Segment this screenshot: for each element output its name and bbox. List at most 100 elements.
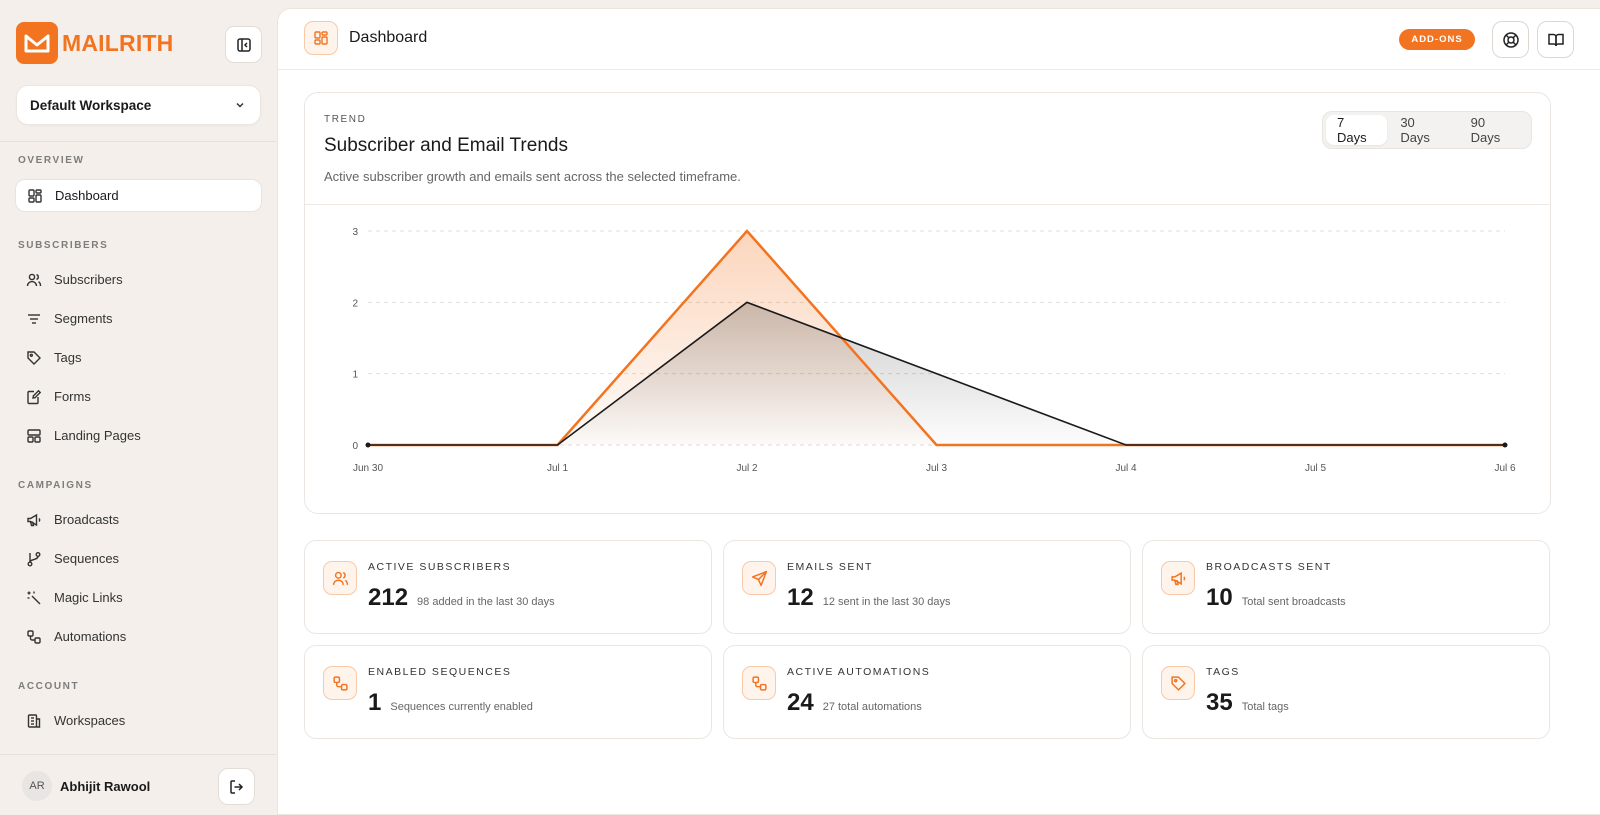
sidebar-item-landing-pages[interactable]: Landing Pages [15, 419, 262, 452]
sidebar-item-label: Magic Links [54, 590, 123, 605]
section-label-account: ACCOUNT [18, 681, 80, 692]
x-tick-label: Jul 2 [736, 463, 758, 474]
sidebar-item-label: Workspaces [54, 713, 126, 728]
stat-card-emails-sent: EMAILS SENT 12 12 sent in the last 30 da… [723, 540, 1131, 634]
y-tick-label: 3 [352, 227, 358, 238]
stat-label: ACTIVE SUBSCRIBERS [368, 561, 512, 573]
tab-30-days[interactable]: 30 Days [1400, 115, 1430, 145]
section-label-overview: OVERVIEW [18, 155, 85, 166]
sidebar-item-dashboard[interactable]: Dashboard [15, 179, 262, 212]
filter-icon [28, 313, 40, 324]
sidebar-item-broadcasts[interactable]: Broadcasts [15, 503, 262, 536]
sidebar-divider [0, 754, 276, 755]
page-title: Dashboard [349, 29, 428, 46]
sidebar-item-label: Tags [54, 350, 82, 365]
trend-divider [305, 204, 1550, 205]
user-name: Abhijit Rawool [60, 778, 151, 794]
tab-7-days[interactable]: 7 Days [1326, 115, 1388, 145]
stat-value: 10 [1206, 584, 1233, 611]
user-profile[interactable]: AR Abhijit Rawool [22, 770, 150, 802]
trend-title: Subscriber and Email Trends [324, 135, 568, 156]
dashboard-icon [304, 21, 338, 55]
docs-button[interactable] [1537, 21, 1574, 58]
collapse-sidebar-button[interactable] [225, 26, 262, 63]
sidebar-item-segments[interactable]: Segments [15, 302, 262, 335]
sidebar-item-magic-links[interactable]: Magic Links [15, 581, 262, 614]
timeframe-tabs: 7 Days 30 Days 90 Days [1322, 111, 1532, 149]
sidebar-item-label: Subscribers [54, 272, 123, 287]
stat-value-row: 24 27 total automations [787, 689, 922, 717]
trend-eyebrow: TREND [324, 114, 367, 125]
stat-note: Sequences currently enabled [390, 701, 533, 713]
sidebar-item-label: Segments [54, 311, 113, 326]
brand[interactable]: MAILRITH [16, 22, 173, 64]
sidebar: MAILRITH Default Workspace OVERVIEW Dash… [0, 0, 276, 815]
tag-icon [1161, 666, 1195, 700]
workflow-icon [27, 629, 41, 644]
stat-note: Total sent broadcasts [1241, 596, 1346, 608]
x-tick-label: Jul 5 [1305, 463, 1327, 474]
series-point [365, 442, 371, 448]
stat-note: Total tags [1241, 701, 1289, 713]
chevron-down-icon [236, 102, 244, 108]
stat-label: TAGS [1206, 666, 1240, 678]
x-tick-label: Jul 1 [547, 463, 569, 474]
stat-value-row: 12 12 sent in the last 30 days [787, 584, 951, 612]
trend-subtitle: Active subscriber growth and emails sent… [324, 169, 741, 184]
users-icon [323, 561, 357, 595]
stat-value-row: 212 98 added in the last 30 days [368, 584, 555, 612]
magic-wand-icon [27, 591, 41, 604]
stat-label: EMAILS SENT [787, 561, 873, 573]
workspace-select[interactable]: Default Workspace [16, 85, 261, 125]
x-tick-label: Jun 30 [353, 463, 383, 474]
support-button[interactable] [1492, 21, 1529, 58]
stat-card-broadcasts-sent: BROADCASTS SENT 10 Total sent broadcasts [1142, 540, 1550, 634]
logout-button[interactable] [218, 768, 255, 805]
dashboard-icon [28, 188, 42, 203]
megaphone-icon [27, 513, 41, 526]
sidebar-item-forms[interactable]: Forms [15, 380, 262, 413]
y-tick-label: 2 [352, 298, 358, 309]
main-panel: Dashboard ADD-ONS TREND Subscriber and E… [277, 8, 1600, 815]
stat-value: 212 [368, 584, 409, 611]
stat-label: ENABLED SEQUENCES [368, 666, 512, 678]
x-tick-label: Jul 3 [926, 463, 948, 474]
sidebar-item-sequences[interactable]: Sequences [15, 542, 262, 575]
stat-note: 27 total automations [822, 701, 922, 713]
sidebar-item-tags[interactable]: Tags [15, 341, 262, 374]
workflow-icon [323, 666, 357, 700]
stat-value-row: 10 Total sent broadcasts [1206, 584, 1346, 612]
series-point [1502, 442, 1508, 448]
megaphone-icon [1161, 561, 1195, 595]
building-icon [27, 713, 41, 728]
stat-value: 24 [787, 689, 814, 716]
y-tick-label: 0 [352, 441, 358, 452]
sidebar-item-label: Landing Pages [54, 428, 141, 443]
tag-icon [27, 350, 41, 365]
sidebar-collapse-icon [236, 37, 251, 52]
x-tick-label: Jul 4 [1115, 463, 1137, 474]
sidebar-item-label: Sequences [54, 551, 120, 566]
book-open-icon [1547, 33, 1564, 46]
workflow-icon [742, 666, 776, 700]
trend-chart: 0 1 2 3 Jun 30 Jul 1 Jul 2 Jul 3 Jul 4 Jul 5 Jul 6 [352, 227, 1516, 474]
stat-card-tags: TAGS 35 Total tags [1142, 645, 1550, 739]
section-label-campaigns: CAMPAIGNS [18, 480, 93, 491]
layout-icon [27, 428, 41, 443]
sidebar-item-subscribers[interactable]: Subscribers [15, 263, 262, 296]
stat-label: ACTIVE AUTOMATIONS [787, 666, 931, 678]
logout-icon [229, 779, 243, 794]
add-ons-button[interactable]: ADD-ONS [1399, 29, 1475, 50]
form-icon [27, 389, 42, 404]
topbar: Dashboard ADD-ONS [278, 9, 1600, 70]
stat-value-row: 1 Sequences currently enabled [368, 689, 533, 717]
stat-note: 98 added in the last 30 days [417, 596, 555, 608]
section-label-subscribers: SUBSCRIBERS [18, 240, 109, 251]
stat-value: 1 [368, 689, 382, 716]
tab-90-days[interactable]: 90 Days [1470, 115, 1501, 145]
stat-card-enabled-sequences: ENABLED SEQUENCES 1 Sequences currently … [304, 645, 712, 739]
sidebar-item-label: Forms [54, 389, 91, 404]
sidebar-item-workspaces[interactable]: Workspaces [15, 704, 262, 737]
sidebar-item-automations[interactable]: Automations [15, 620, 262, 653]
sidebar-item-label: Broadcasts [54, 512, 120, 527]
